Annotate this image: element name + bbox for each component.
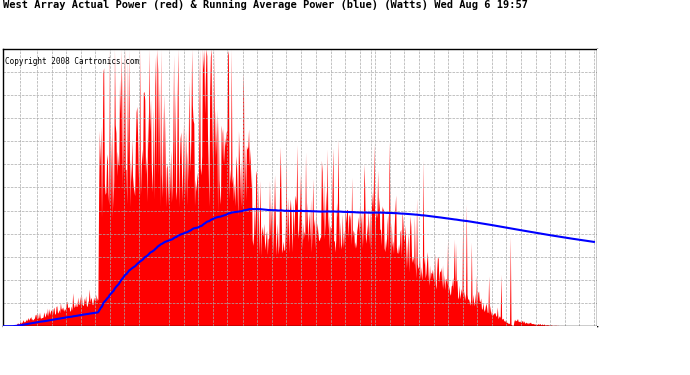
Text: Copyright 2008 Cartronics.com: Copyright 2008 Cartronics.com: [5, 57, 139, 66]
Text: West Array Actual Power (red) & Running Average Power (blue) (Watts) Wed Aug 6 1: West Array Actual Power (red) & Running …: [3, 0, 529, 10]
